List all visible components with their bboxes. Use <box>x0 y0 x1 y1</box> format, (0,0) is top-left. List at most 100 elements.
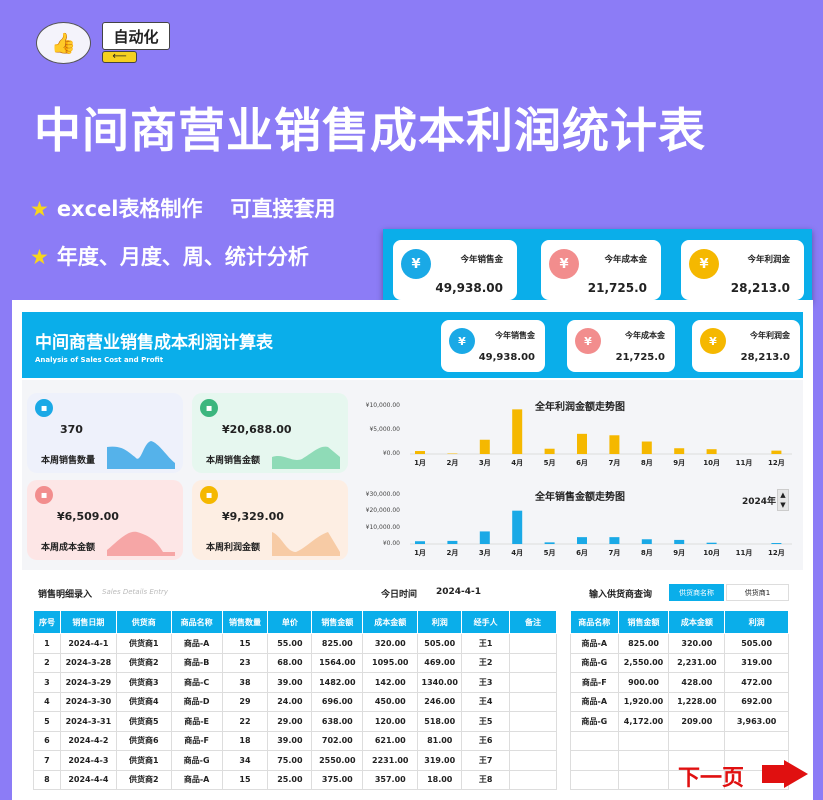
table-cell[interactable]: 商品-E <box>170 711 223 732</box>
table-cell[interactable]: 472.00 <box>724 672 789 693</box>
next-page-label[interactable]: 下一页 <box>678 766 745 791</box>
table-cell[interactable] <box>617 750 670 771</box>
table-cell[interactable]: 469.00 <box>417 652 463 673</box>
table-cell[interactable]: 38 <box>221 672 269 693</box>
table-cell[interactable]: 商品-A <box>170 633 223 654</box>
table-cell[interactable]: 6 <box>33 730 61 751</box>
table-cell[interactable]: 4 <box>33 691 61 712</box>
table-cell[interactable] <box>509 691 557 712</box>
table-cell[interactable]: 825.00 <box>617 633 670 654</box>
table-cell[interactable]: 商品-C <box>170 672 223 693</box>
table-cell[interactable] <box>724 730 789 751</box>
table-cell[interactable]: 王1 <box>461 633 511 654</box>
table-cell[interactable] <box>617 730 670 751</box>
table-cell[interactable]: 2024-3-28 <box>59 652 117 673</box>
table-cell[interactable]: 王8 <box>461 769 511 790</box>
table-cell[interactable] <box>570 769 619 790</box>
table-cell[interactable] <box>509 750 557 771</box>
table-cell[interactable]: 1 <box>33 633 61 654</box>
table-cell[interactable]: 23 <box>221 652 269 673</box>
table-cell[interactable]: 18.00 <box>417 769 463 790</box>
table-cell[interactable]: 319.00 <box>724 652 789 673</box>
table-cell[interactable]: 39.00 <box>267 672 313 693</box>
table-cell[interactable]: 518.00 <box>417 711 463 732</box>
table-cell[interactable]: 8 <box>33 769 61 790</box>
table-cell[interactable]: 505.00 <box>417 633 463 654</box>
table-cell[interactable]: 22 <box>221 711 269 732</box>
table-cell[interactable]: 25.00 <box>267 769 313 790</box>
table-cell[interactable]: 7 <box>33 750 61 771</box>
table-cell[interactable]: 142.00 <box>362 672 419 693</box>
table-cell[interactable]: 2024-4-2 <box>59 730 117 751</box>
table-cell[interactable]: 王2 <box>461 652 511 673</box>
table-cell[interactable]: 209.00 <box>668 711 726 732</box>
table-cell[interactable]: 3 <box>33 672 61 693</box>
table-cell[interactable]: 2024-4-3 <box>59 750 117 771</box>
table-cell[interactable]: 55.00 <box>267 633 313 654</box>
table-cell[interactable]: 2 <box>33 652 61 673</box>
table-cell[interactable] <box>509 730 557 751</box>
table-cell[interactable]: 2,550.00 <box>617 652 670 673</box>
supplier-input[interactable]: 供货商1 <box>726 584 789 601</box>
table-cell[interactable]: 120.00 <box>362 711 419 732</box>
table-cell[interactable]: 供货商5 <box>115 711 172 732</box>
table-cell[interactable]: 2550.00 <box>311 750 364 771</box>
table-cell[interactable]: 24.00 <box>267 691 313 712</box>
table-cell[interactable]: 商品-F <box>170 730 223 751</box>
table-cell[interactable]: 428.00 <box>668 672 726 693</box>
table-cell[interactable]: 王6 <box>461 730 511 751</box>
table-cell[interactable]: 2024-3-29 <box>59 672 117 693</box>
table-cell[interactable]: 638.00 <box>311 711 364 732</box>
table-cell[interactable]: 375.00 <box>311 769 364 790</box>
year-spinner[interactable]: ▲ ▼ <box>777 489 789 511</box>
table-cell[interactable]: 供货商1 <box>115 633 172 654</box>
table-cell[interactable] <box>668 769 726 790</box>
table-cell[interactable]: 1,920.00 <box>617 691 670 712</box>
table-cell[interactable]: 2024-3-31 <box>59 711 117 732</box>
table-cell[interactable]: 2024-4-1 <box>59 633 117 654</box>
table-cell[interactable]: 商品-G <box>170 750 223 771</box>
table-cell[interactable]: 供货商6 <box>115 730 172 751</box>
table-cell[interactable]: 1564.00 <box>311 652 364 673</box>
table-cell[interactable] <box>617 769 670 790</box>
table-cell[interactable] <box>509 633 557 654</box>
table-cell[interactable]: 505.00 <box>724 633 789 654</box>
table-cell[interactable]: 商品-G <box>570 652 619 673</box>
table-cell[interactable]: 王4 <box>461 691 511 712</box>
table-cell[interactable]: 供货商3 <box>115 672 172 693</box>
table-cell[interactable]: 商品-G <box>570 711 619 732</box>
table-cell[interactable]: 王3 <box>461 672 511 693</box>
table-cell[interactable]: 3,963.00 <box>724 711 789 732</box>
table-cell[interactable]: 商品-F <box>570 672 619 693</box>
table-cell[interactable]: 621.00 <box>362 730 419 751</box>
table-cell[interactable]: 39.00 <box>267 730 313 751</box>
table-cell[interactable]: 商品-A <box>570 633 619 654</box>
table-cell[interactable] <box>509 652 557 673</box>
table-cell[interactable]: 2024-4-4 <box>59 769 117 790</box>
table-cell[interactable]: 1482.00 <box>311 672 364 693</box>
table-cell[interactable]: 29 <box>221 691 269 712</box>
table-cell[interactable]: 供货商4 <box>115 691 172 712</box>
table-cell[interactable]: 商品-A <box>170 769 223 790</box>
table-cell[interactable]: 81.00 <box>417 730 463 751</box>
table-cell[interactable] <box>570 730 619 751</box>
table-cell[interactable]: 王5 <box>461 711 511 732</box>
table-cell[interactable]: 商品-B <box>170 652 223 673</box>
table-cell[interactable]: 商品-A <box>570 691 619 712</box>
table-cell[interactable]: 4,172.00 <box>617 711 670 732</box>
table-cell[interactable]: 15 <box>221 633 269 654</box>
table-cell[interactable]: 1,228.00 <box>668 691 726 712</box>
table-cell[interactable]: 900.00 <box>617 672 670 693</box>
table-cell[interactable]: 825.00 <box>311 633 364 654</box>
table-cell[interactable] <box>570 750 619 771</box>
table-cell[interactable]: 供货商1 <box>115 750 172 771</box>
table-cell[interactable]: 王7 <box>461 750 511 771</box>
table-cell[interactable]: 68.00 <box>267 652 313 673</box>
table-cell[interactable]: 29.00 <box>267 711 313 732</box>
table-cell[interactable]: 696.00 <box>311 691 364 712</box>
table-cell[interactable] <box>509 769 557 790</box>
table-cell[interactable]: 319.00 <box>417 750 463 771</box>
table-cell[interactable]: 1095.00 <box>362 652 419 673</box>
table-cell[interactable] <box>509 711 557 732</box>
table-cell[interactable]: 1340.00 <box>417 672 463 693</box>
